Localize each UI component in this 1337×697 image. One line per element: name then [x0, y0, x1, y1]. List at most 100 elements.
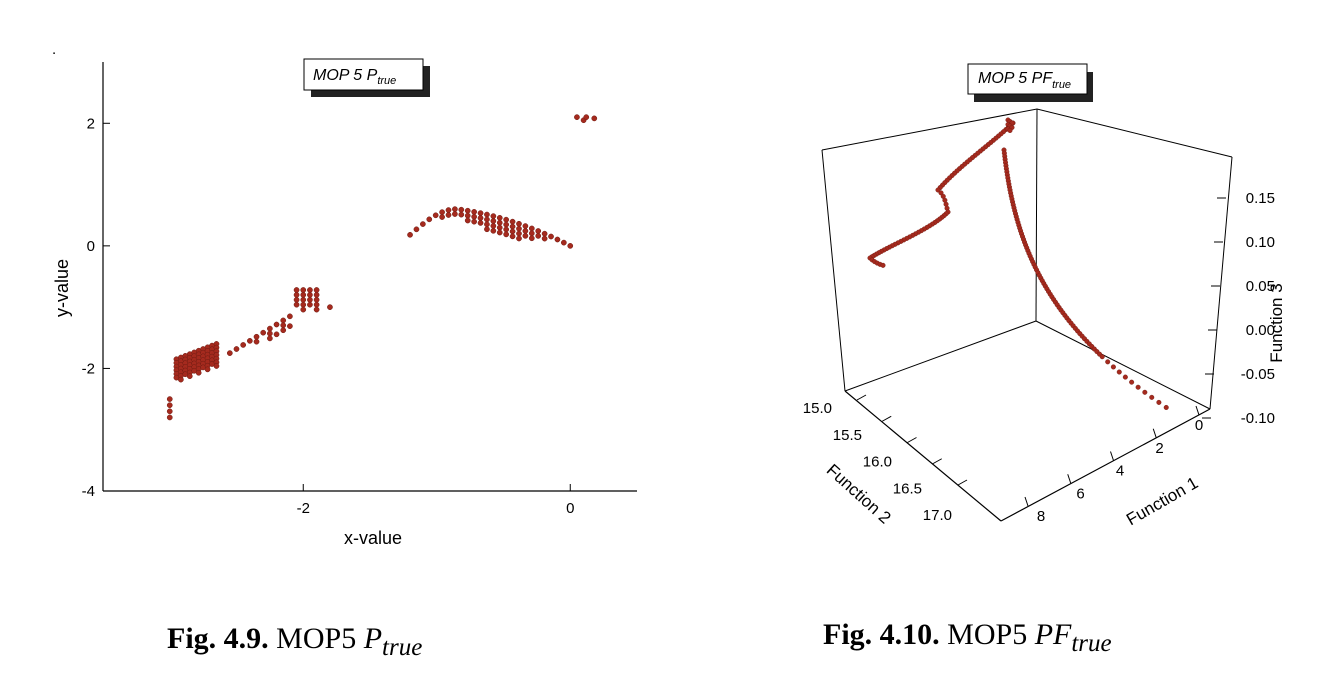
data-point: [490, 223, 497, 229]
box-top-edges: [821, 108, 1233, 158]
y-tick-label: -2: [82, 360, 95, 377]
data-point: [307, 301, 313, 308]
data-point: [313, 287, 320, 293]
caption-text: MOP5: [947, 618, 1035, 651]
caption-text: MOP5: [276, 622, 364, 655]
data-point: [307, 287, 313, 293]
box-floor-back-right: [1035, 320, 1211, 410]
caption-symbol: PF: [1034, 618, 1072, 651]
data-point: [535, 228, 542, 234]
data-point: [464, 217, 471, 224]
data-point: [166, 396, 173, 402]
data-point: [186, 373, 193, 380]
data-point: [528, 235, 535, 242]
function1-tick-label: 8: [1037, 508, 1045, 525]
data-point: [445, 207, 452, 213]
x-axis-label: x-value: [344, 528, 402, 548]
caption-subscript: true: [1071, 630, 1112, 657]
x-tick-label: 0: [566, 500, 574, 517]
data-point: [471, 209, 477, 215]
data-point: [413, 226, 420, 233]
function3-label: Function 3: [1267, 283, 1286, 362]
data-point: [204, 366, 211, 373]
data-point: [464, 212, 471, 219]
data-point: [516, 230, 522, 237]
function3-tick-label: 0.10: [1246, 234, 1275, 251]
data-point: [477, 215, 484, 221]
function3-tick-label: 0.05: [1246, 278, 1275, 295]
function2-axis: [844, 390, 1002, 522]
data-point: [313, 306, 320, 313]
stray-dot: .: [52, 41, 56, 58]
data-point: [273, 331, 280, 338]
function2-tick-label: 15.0: [803, 400, 832, 417]
chart-mop5-pftrue: 15.015.516.016.517.0 0 2 4 6 8 -0.10 -0.05 0.00 0…: [803, 63, 1286, 529]
data-point: [1142, 389, 1148, 395]
caption-fig-4-10: Fig. 4.10. MOP5 PFtrue: [823, 618, 1112, 658]
left-ticks: -2 0 -4 -2 0 2: [82, 115, 575, 517]
data-point: [195, 369, 202, 376]
data-point: [490, 213, 497, 219]
caption-symbol: P: [363, 622, 383, 655]
data-point: [496, 224, 503, 231]
data-point: [1099, 354, 1105, 360]
box-floor-back-left: [844, 320, 1037, 392]
data-point: [420, 221, 426, 227]
data-point: [509, 228, 516, 235]
function2-tick-label: 16.0: [863, 454, 892, 471]
data-point: [583, 114, 590, 121]
data-point: [439, 209, 445, 216]
data-point: [1129, 379, 1135, 385]
data-point: [560, 239, 567, 246]
data-point: [452, 206, 458, 212]
data-point: [516, 220, 522, 227]
left-points: [166, 114, 598, 421]
y-tick-label: 0: [87, 238, 95, 255]
data-point: [293, 296, 300, 303]
data-point: [880, 262, 886, 268]
data-point: [213, 363, 220, 369]
data-point: [516, 225, 522, 232]
chart-title: MOP 5 Ptrue: [313, 67, 396, 87]
data-point: [267, 330, 273, 337]
data-point: [439, 214, 445, 220]
data-point: [496, 219, 503, 226]
data-point: [407, 231, 413, 238]
data-point: [1105, 359, 1111, 365]
function2-tick: [932, 458, 942, 465]
data-point: [516, 235, 522, 242]
function3-tick-label: -0.10: [1241, 410, 1275, 427]
data-point: [490, 218, 497, 224]
function2-tick: [856, 394, 867, 401]
data-point: [541, 235, 548, 242]
data-point: [300, 296, 307, 303]
data-point: [567, 243, 574, 249]
data-point: [477, 210, 484, 216]
title-box: [303, 58, 424, 91]
data-point: [426, 216, 433, 223]
box-right-vertical: [1209, 156, 1233, 410]
data-point: [432, 212, 439, 219]
function1-tick-label: 4: [1116, 463, 1124, 480]
data-point: [1156, 399, 1162, 405]
function1-axis: [1000, 408, 1211, 522]
data-point: [166, 402, 173, 409]
data-point: [591, 115, 598, 122]
data-point: [233, 346, 240, 352]
function2-tick-label: 17.0: [923, 507, 952, 524]
data-point: [300, 306, 307, 313]
right-points: [867, 117, 1169, 410]
data-point: [287, 313, 293, 320]
function1-tick: [1195, 405, 1200, 416]
data-point: [226, 350, 233, 356]
function1-tick-label: 2: [1155, 440, 1163, 457]
data-point: [574, 114, 580, 121]
data-point: [509, 233, 516, 240]
data-point: [484, 216, 490, 223]
data-point: [503, 221, 510, 228]
chart-mop5-ptrue: . -2 0 -4 -2 0 2 x-value y-value MOP 5 Ptrue: [52, 41, 637, 548]
function2-tick: [882, 415, 892, 422]
data-point: [253, 333, 260, 340]
data-point: [477, 220, 484, 226]
